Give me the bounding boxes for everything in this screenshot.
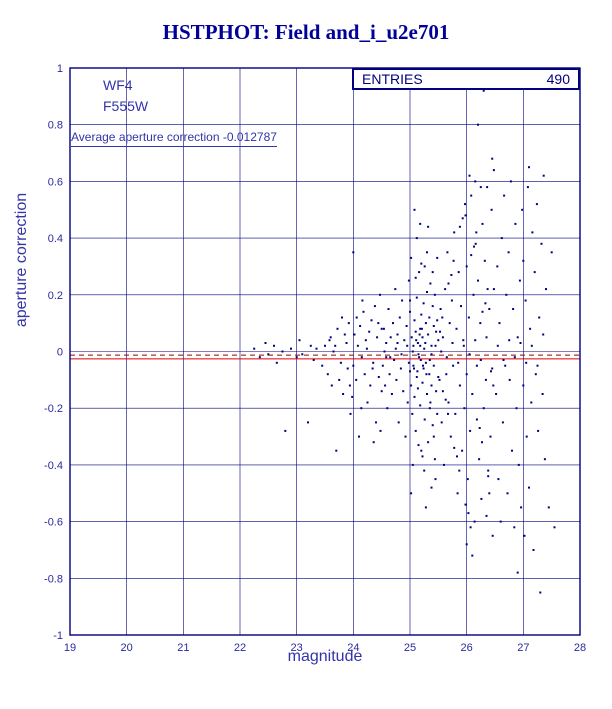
plot-title: HSTPHOT: Field and_i_u2e701 [162,20,450,44]
svg-text:22: 22 [234,642,246,654]
svg-text:19: 19 [64,642,76,654]
svg-text:-0.6: -0.6 [44,517,63,529]
svg-text:20: 20 [121,642,133,654]
svg-text:-0.2: -0.2 [44,403,63,415]
svg-text:0.8: 0.8 [48,120,63,132]
svg-text:25: 25 [404,642,416,654]
svg-text:-0.4: -0.4 [44,460,63,472]
svg-text:-1: -1 [53,630,63,642]
entries-label: ENTRIES [362,71,423,87]
svg-text:21: 21 [177,642,189,654]
svg-text:0: 0 [57,347,63,359]
average-annotation: Average aperture correction -0.012787 [71,130,277,147]
svg-text:0.6: 0.6 [48,176,63,188]
entries-value: 490 [546,71,570,87]
x-axis-label: magnitude [287,648,363,665]
svg-text:27: 27 [517,642,529,654]
svg-text:23: 23 [291,642,303,654]
svg-text:0.2: 0.2 [48,290,63,302]
detector-label: WF4 [103,77,133,93]
svg-text:26: 26 [461,642,473,654]
y-axis-label: aperture correction [13,192,30,328]
svg-text:28: 28 [574,642,586,654]
filter-label: F555W [103,98,149,114]
entries-box: ENTRIES 490 [352,68,580,90]
svg-text:1: 1 [57,63,63,75]
svg-text:-0.8: -0.8 [44,573,63,585]
svg-text:0.4: 0.4 [48,233,63,245]
svg-text:24: 24 [347,642,359,654]
